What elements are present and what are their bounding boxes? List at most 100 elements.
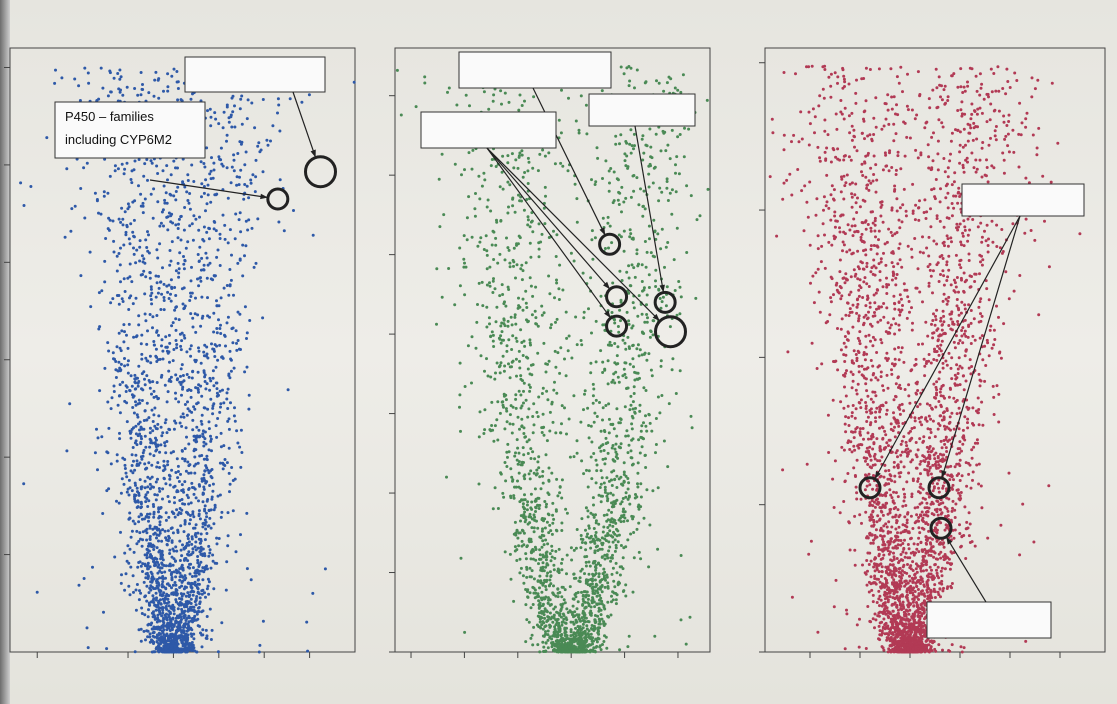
data-point	[511, 334, 515, 338]
data-point	[554, 594, 558, 598]
data-point	[581, 602, 585, 606]
data-point	[532, 625, 536, 629]
data-point	[527, 160, 531, 164]
data-point	[208, 172, 212, 176]
data-point	[187, 471, 191, 475]
data-point	[663, 130, 667, 134]
data-point	[617, 533, 621, 537]
data-point	[499, 361, 503, 365]
data-point	[654, 417, 658, 420]
data-point	[162, 308, 166, 312]
data-point	[621, 556, 625, 560]
data-point	[614, 598, 618, 602]
data-point	[521, 354, 525, 357]
data-point	[188, 553, 191, 557]
data-point	[610, 343, 613, 347]
data-point	[631, 416, 635, 420]
data-point	[603, 485, 607, 489]
data-point	[548, 410, 552, 414]
data-point	[671, 357, 675, 361]
data-point	[532, 513, 536, 517]
data-point	[656, 232, 660, 236]
data-point	[488, 265, 492, 269]
data-point	[526, 223, 530, 227]
data-point	[494, 371, 497, 375]
data-point	[184, 546, 188, 550]
data-point	[190, 575, 194, 578]
data-point	[186, 496, 190, 500]
data-point	[600, 599, 604, 603]
data-point	[243, 163, 247, 167]
data-point	[525, 544, 529, 548]
data-point	[463, 168, 466, 172]
data-point	[134, 381, 137, 385]
data-point	[207, 448, 211, 452]
data-point	[592, 420, 596, 424]
data-point	[225, 321, 229, 325]
data-point	[250, 226, 254, 230]
data-point	[552, 613, 556, 617]
data-point	[180, 635, 183, 639]
data-point	[543, 222, 547, 226]
data-point	[205, 256, 209, 260]
data-point	[164, 615, 168, 619]
data-point	[197, 284, 201, 288]
data-point	[167, 211, 171, 215]
data-point	[170, 240, 174, 244]
data-point	[604, 159, 608, 163]
data-point	[152, 532, 156, 536]
data-point	[517, 389, 521, 393]
data-point	[201, 578, 205, 582]
data-point	[201, 432, 205, 436]
data-point	[583, 645, 587, 649]
data-point	[545, 609, 549, 613]
data-point	[149, 192, 153, 196]
data-point	[637, 438, 641, 442]
data-point	[254, 261, 258, 265]
data-point	[156, 422, 160, 426]
data-point	[201, 314, 205, 318]
data-point	[188, 299, 192, 302]
data-point	[215, 299, 218, 303]
data-point	[558, 263, 562, 267]
data-point	[130, 393, 134, 397]
data-point	[631, 343, 635, 347]
data-point	[163, 201, 167, 205]
data-point	[538, 574, 542, 578]
data-point	[205, 146, 209, 150]
data-point	[152, 343, 156, 347]
data-point	[142, 419, 146, 422]
data-point	[132, 426, 135, 430]
data-point	[218, 461, 222, 465]
data-point	[589, 635, 593, 639]
data-point	[193, 571, 197, 575]
data-point	[619, 502, 623, 506]
data-point	[137, 520, 141, 524]
data-point	[603, 488, 607, 492]
data-point	[230, 96, 234, 100]
data-point	[435, 267, 439, 271]
data-point	[124, 572, 128, 576]
data-point	[616, 362, 620, 366]
data-point	[229, 115, 233, 119]
data-point	[632, 306, 636, 310]
data-point	[591, 588, 595, 592]
data-point	[598, 486, 602, 489]
data-point	[209, 638, 213, 641]
data-point	[491, 339, 495, 343]
data-point	[147, 461, 151, 465]
data-point	[633, 275, 637, 279]
data-point	[143, 409, 147, 413]
data-point	[174, 568, 178, 572]
data-point	[618, 421, 622, 425]
data-point	[106, 227, 110, 231]
data-point	[171, 603, 175, 607]
data-point	[527, 407, 531, 411]
data-point	[226, 196, 230, 200]
data-point	[206, 109, 209, 113]
data-point	[205, 615, 209, 618]
data-point	[586, 597, 590, 601]
data-point	[144, 466, 148, 470]
data-point	[179, 215, 183, 219]
